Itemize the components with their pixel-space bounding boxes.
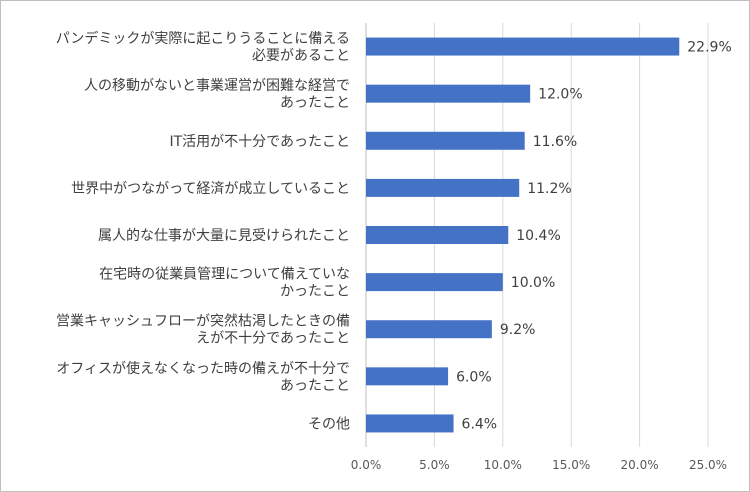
x-tick-label: 15.0% — [552, 458, 590, 472]
x-tick-label: 10.0% — [484, 458, 522, 472]
x-tick-label: 20.0% — [621, 458, 659, 472]
data-label: 9.2% — [500, 322, 536, 338]
category-label-line: その他 — [308, 416, 350, 432]
bar — [366, 131, 525, 150]
x-tick-label: 5.0% — [419, 458, 450, 472]
bar — [366, 226, 509, 244]
bar — [366, 273, 503, 292]
x-tick-label: 0.0% — [351, 458, 382, 472]
data-label: 6.4% — [462, 416, 498, 432]
data-label: 11.6% — [533, 134, 577, 150]
category-label-line: パンデミックが実際に起こりうることに備える — [56, 30, 350, 47]
data-label: 22.9% — [687, 40, 731, 56]
category-label-line: あったこと — [280, 95, 350, 111]
data-label: 11.2% — [527, 181, 571, 197]
category-label: 営業キャッシュフローが突然枯渇したときの備えが不十分であったこと — [56, 313, 350, 347]
data-label: 6.0% — [456, 369, 492, 385]
category-label-line: 属人的な仕事が大量に見受けられたこと — [98, 228, 350, 244]
category-label: 世界中がつながって経済が成立していること — [71, 181, 350, 197]
bars — [366, 37, 680, 433]
bar — [366, 84, 531, 103]
x-axis-tick-labels: 0.0% 5.0% 10.0% 15.0% 20.0% 25.0% — [351, 458, 727, 472]
category-label: オフィスが使えなくなった時の備えが不十分であったこと — [56, 360, 350, 394]
data-labels: 22.9% 12.0% 11.6% 11.2% 10.4% 10.0% 9.2% 6.0% 6.… — [456, 40, 732, 433]
category-label-line: オフィスが使えなくなった時の備えが不十分で — [56, 360, 350, 377]
category-label: 人の移動がないと事業運営が困難な経営であったこと — [84, 78, 350, 111]
bar — [366, 414, 454, 433]
category-label-line: IT活用が不十分であったこと — [169, 134, 350, 150]
bar — [366, 367, 449, 386]
data-label: 10.0% — [511, 275, 555, 291]
bar — [366, 37, 680, 56]
category-label: その他 — [308, 416, 350, 432]
data-label: 10.4% — [516, 228, 560, 244]
category-label-line: 営業キャッシュフローが突然枯渇したときの備 — [56, 313, 350, 330]
category-label-line: あったこと — [280, 378, 350, 394]
category-label: パンデミックが実際に起こりうることに備える必要があること — [56, 30, 350, 64]
bar — [366, 320, 492, 339]
category-label-line: かったこと — [280, 284, 350, 300]
category-label-line: 在宅時の従業員管理について備えていな — [99, 267, 350, 283]
category-label: 在宅時の従業員管理について備えていなかったこと — [99, 267, 350, 300]
category-label-line: えが不十分であったこと — [196, 331, 350, 347]
category-label-line: 世界中がつながって経済が成立していること — [71, 181, 350, 197]
x-tick-label: 25.0% — [689, 458, 727, 472]
bar — [366, 178, 520, 197]
category-label: IT活用が不十分であったこと — [169, 134, 350, 150]
category-label-line: 必要があること — [252, 48, 350, 64]
category-label-line: 人の移動がないと事業運営が困難な経営で — [84, 78, 350, 94]
data-label: 12.0% — [538, 87, 582, 103]
category-labels: パンデミックが実際に起こりうることに備える必要があること人の移動がないと事業運営… — [56, 30, 350, 432]
category-label: 属人的な仕事が大量に見受けられたこと — [98, 228, 350, 244]
